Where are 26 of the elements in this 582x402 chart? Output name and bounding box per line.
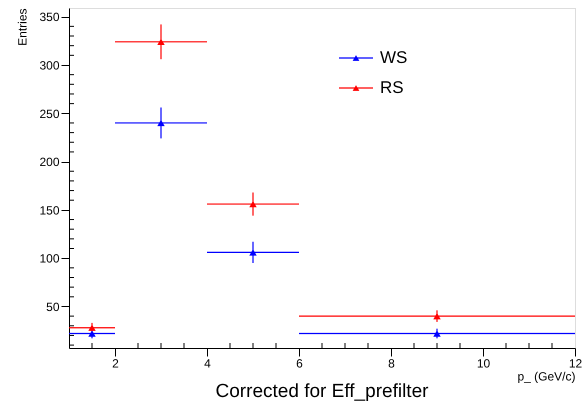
point (249, 249, 257, 256)
point (88, 330, 96, 337)
x-tick-label: 12 (568, 356, 582, 370)
point (88, 324, 96, 331)
x-axis-title: p_ (GeV/c) (517, 370, 576, 384)
legend-label: RS (380, 78, 404, 97)
y-tick-label: 150 (39, 203, 60, 218)
point (157, 38, 165, 46)
x-tick-label: 4 (204, 356, 212, 370)
y-tick-label: 300 (39, 58, 60, 72)
x-tick-label: 8 (388, 356, 396, 370)
point (249, 200, 257, 208)
point (433, 330, 441, 337)
point (433, 312, 441, 320)
x-tick-label: 10 (476, 356, 490, 370)
y-axis-title: Entries (15, 8, 30, 46)
y-tick-label: 200 (39, 155, 60, 170)
x-tick-label: 6 (296, 356, 304, 370)
y-tick-label: 100 (39, 252, 60, 266)
x-tick-label: 2 (112, 356, 120, 370)
y-tick-label: 350 (39, 10, 60, 24)
text: Corrected for Eff_prefilter (216, 381, 430, 402)
legend-label: WS (380, 48, 408, 67)
y-tick-label: 250 (39, 106, 60, 121)
point (157, 120, 165, 126)
y-tick-label: 50 (46, 300, 60, 314)
